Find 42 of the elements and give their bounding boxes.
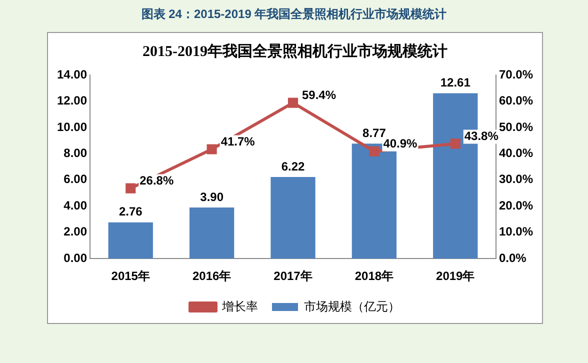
data-label: 12.61 [440, 76, 471, 90]
data-label: 43.8% [464, 129, 499, 144]
point [288, 98, 298, 108]
data-label: 3.90 [200, 190, 224, 204]
x-tick-label: 2019年 [436, 269, 475, 284]
data-label: 26.8% [140, 174, 174, 188]
bar [189, 207, 234, 259]
legend-label: 市场规模（亿元） [304, 299, 400, 314]
point [206, 144, 217, 154]
y-tick-label: 6.00 [64, 172, 88, 186]
legend-label: 增长率 [221, 299, 258, 314]
x-tick-label: 2015年 [111, 269, 150, 284]
data-label: 2.76 [118, 204, 143, 219]
point [450, 138, 460, 149]
y2-tick-label: 30.0% [498, 172, 534, 186]
chart-title: 图表 24：2015-2019 年我国全景照相机行业市场规模统计 [140, 6, 448, 23]
y2-tick-label: 0.0% [498, 250, 527, 265]
y-tick-label: 8.00 [64, 146, 88, 160]
data-label: 6.22 [281, 159, 306, 174]
y2-tick-label: 10.0% [498, 224, 534, 239]
data-label: 59.4% [302, 88, 336, 102]
y-tick-label: 12.00 [57, 94, 88, 108]
chart-subtitle: 2015-2019年我国全景照相机行业市场规模统计 [142, 42, 448, 60]
point [126, 183, 136, 194]
point [369, 146, 380, 156]
x-tick-label: 2017年 [274, 269, 312, 284]
y-tick-label: 10.00 [57, 120, 88, 134]
x-tick-label: 2016年 [192, 269, 232, 284]
y2-tick-label: 70.0% [498, 67, 534, 82]
y2-tick-label: 40.0% [498, 146, 534, 160]
y-tick-label: 4.00 [64, 198, 88, 212]
bar [270, 177, 316, 259]
y-tick-label: 14.00 [57, 67, 88, 82]
data-label: 40.9% [383, 136, 418, 151]
y2-tick-label: 60.0% [498, 94, 534, 108]
y-tick-label: 2.00 [64, 224, 88, 239]
y-tick-label: 0.00 [64, 250, 88, 265]
x-tick-label: 2018年 [354, 269, 394, 284]
data-label: 41.7% [220, 134, 256, 149]
y2-tick-label: 20.0% [498, 198, 534, 212]
bar [108, 222, 153, 259]
y2-tick-label: 50.0% [498, 120, 534, 134]
